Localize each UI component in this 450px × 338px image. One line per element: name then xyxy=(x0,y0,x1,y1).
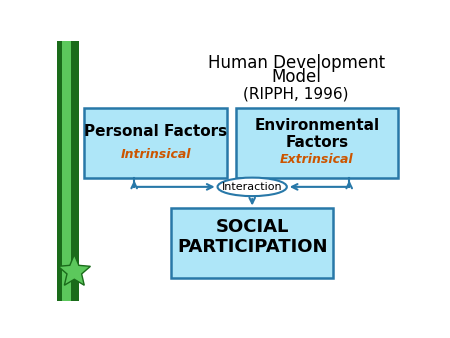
Text: Model: Model xyxy=(271,68,321,86)
Bar xyxy=(236,108,398,178)
Text: Intrinsical: Intrinsical xyxy=(120,148,191,161)
Text: SOCIAL
PARTICIPATION: SOCIAL PARTICIPATION xyxy=(177,218,328,256)
Text: Human Development: Human Development xyxy=(207,54,385,72)
Polygon shape xyxy=(58,255,90,285)
Text: Environmental
Factors: Environmental Factors xyxy=(254,118,379,150)
Bar xyxy=(58,41,79,301)
Text: Personal Factors: Personal Factors xyxy=(84,124,227,139)
Text: (RIPPH, 1996): (RIPPH, 1996) xyxy=(243,87,349,102)
Bar xyxy=(171,209,333,278)
Text: Extrinsical: Extrinsical xyxy=(280,153,354,166)
Text: Interaction: Interaction xyxy=(222,182,283,192)
Bar xyxy=(62,41,71,301)
Bar xyxy=(84,108,227,178)
Ellipse shape xyxy=(217,178,287,196)
